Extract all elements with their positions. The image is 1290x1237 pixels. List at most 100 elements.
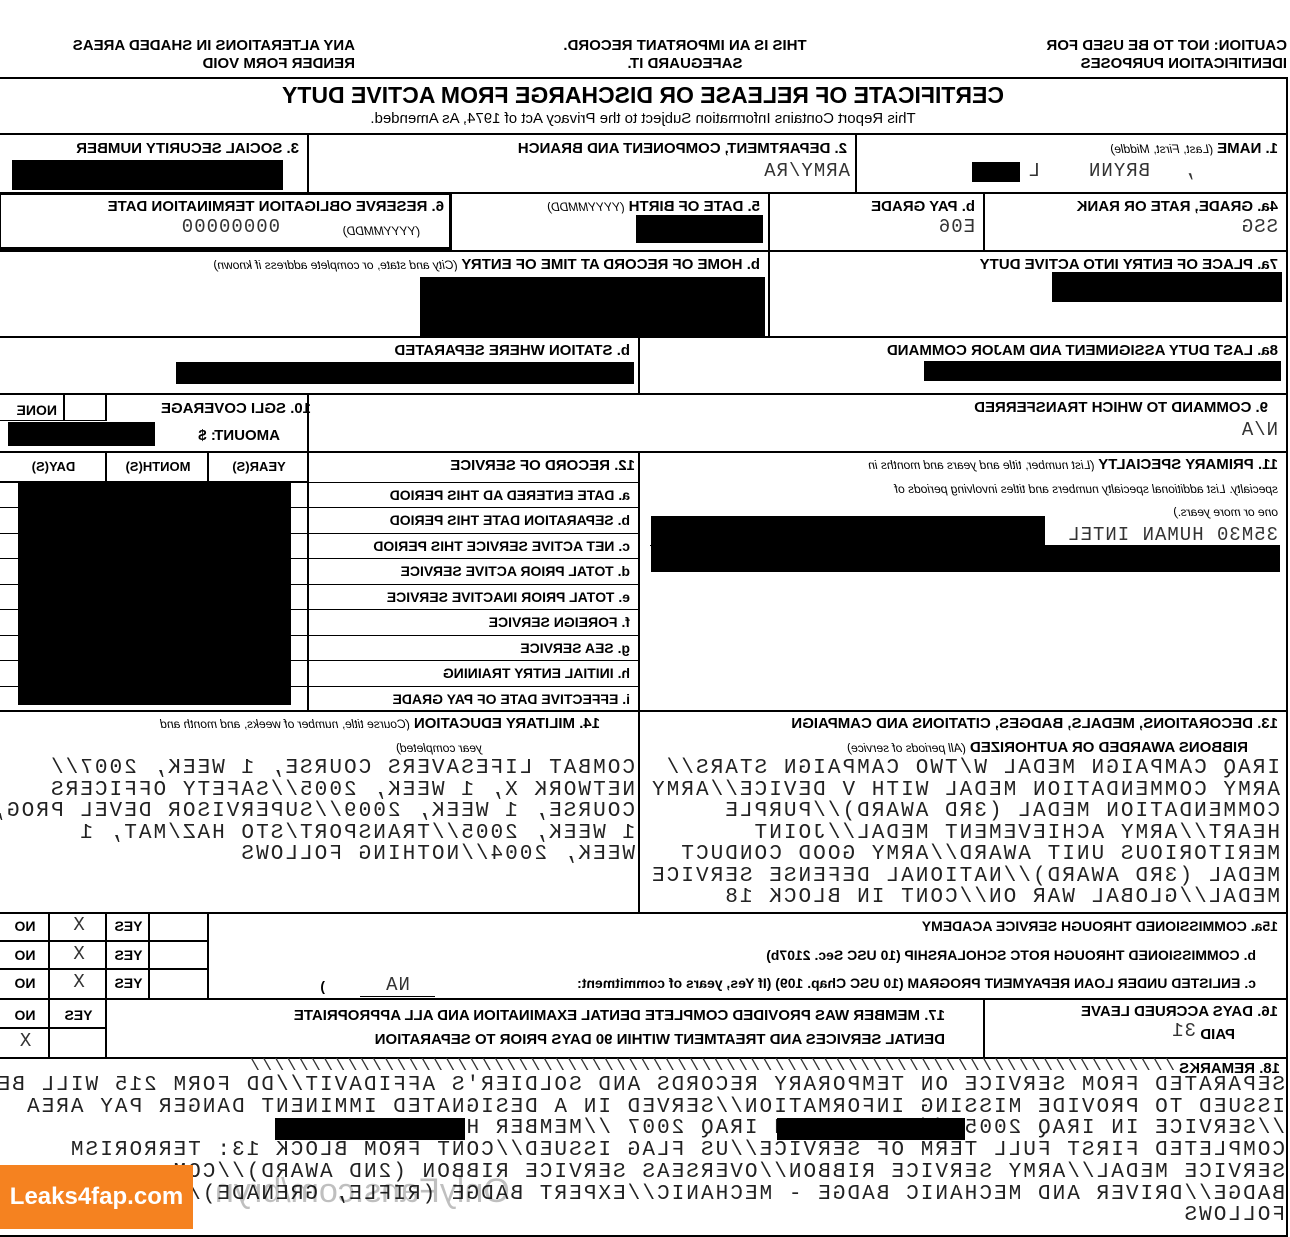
sgli-amount-label: AMOUNT: $ — [198, 427, 280, 444]
name-first: BRYNN — [1087, 160, 1150, 182]
specialty-label: 11. PRIMARY SPECIALTY (List number, titl… — [868, 456, 1278, 473]
remarks-line: COMPLETED FIRST FULL TERM OF SERVICE//US… — [68, 1139, 1285, 1163]
no-label: NO — [14, 975, 36, 992]
commitment-close: ) — [320, 978, 325, 994]
grade-label: 4a. GRADE, RATE OR RANK — [1076, 198, 1278, 215]
checkbox-mark[interactable]: X — [72, 971, 85, 994]
sgli-label: 10. SGLI COVERAGE — [160, 400, 311, 417]
record-of-service-label: 12. RECORD OF SERVICE — [450, 457, 635, 474]
redaction — [420, 277, 765, 336]
last-duty-label: 8a. LAST DUTY ASSIGNMENT AND MAJOR COMMA… — [886, 342, 1278, 359]
privacy-notice: This Report Contains Information Subject… — [370, 110, 916, 127]
service-row-label: h. INITIAL ENTRY TRAINING — [442, 665, 630, 681]
specialty-value: 35M30 HUMAN INTEL — [1067, 524, 1278, 546]
reserve-label: 6. RESERVE OBLIGATION TERMINATION DATE — [107, 198, 444, 215]
decoration-line: MEDAL//GLOBAL WAR ON//CONT IN BLOCK 18 — [723, 886, 1280, 909]
service-row-label: c. NET ACTIVE SERVICE THIS PERIOD — [373, 538, 630, 554]
service-row-label: e. TOTAL PRIOR INACTIVE SERVICE — [386, 589, 630, 605]
specialty-hint: specialty. List additional specialty num… — [894, 482, 1278, 496]
redaction — [275, 1118, 465, 1140]
redaction — [8, 422, 155, 446]
redaction — [651, 516, 1045, 546]
education-hint: year completed) — [395, 741, 482, 755]
reserve-value: 00000000 — [180, 216, 280, 238]
form-title: CERTIFICATE OF RELEASE OR DISCHARGE FROM… — [282, 82, 1004, 108]
commission-label: b. COMMISSIONED THROUGH ROTC SCHOLARSHIP… — [766, 946, 1256, 963]
education-line: NETWORK X, 1 WEEK, 2005//SAFETY OFFICERS — [48, 778, 635, 802]
dental-no: NO — [14, 1007, 36, 1023]
commitment-value: NA — [360, 974, 435, 997]
service-row-label: d. TOTAL PRIOR ACTIVE SERVICE — [400, 563, 630, 579]
remarks-line: SEPARATED FROM SERVICE ON TEMPORARY RECO… — [0, 1074, 1285, 1097]
home-of-record-label: b. HOME OF RECORD AT TIME OF ENTRY (City… — [213, 256, 760, 273]
decoration-line: IRAQ CAMPAIGN MEDAL W/TWO CAMPAIGN STARS… — [664, 757, 1280, 780]
watermark-badge: Leaks4fap.com — [0, 1165, 193, 1229]
checkbox-mark[interactable]: X — [72, 942, 85, 965]
commission-label: c. ENLISTED UNDER LOAN REPAYMENT PROGRAM… — [577, 975, 1256, 992]
no-label: NO — [14, 946, 36, 963]
caution-notice: CAUTION: NOT TO BE USED FOR IDENTIFICATIO… — [1046, 37, 1287, 72]
decoration-line: HEART//ARMY ACHIEVEMENT MEDAL//JOINT — [752, 821, 1280, 845]
redaction — [651, 545, 1280, 572]
dental-mark[interactable]: X — [18, 1030, 32, 1052]
decoration-line: ARMY COMMENDATION MEDAL WITH V DEVICE//A… — [649, 778, 1280, 802]
important-notice: THIS IS AN IMPORTANT RECORD. SAFEGUARD IT… — [563, 37, 807, 72]
pay-grade-label: b. PAY GRADE — [871, 198, 975, 215]
service-row-label: a. DATE ENTERED AD THIS PERIOD — [389, 487, 630, 503]
decorations-label-2: RIBBONS AWARDED OR AUTHORIZED (All perio… — [847, 739, 1248, 756]
yes-label: YES — [114, 918, 143, 934]
service-row-label: g. SEA SERVICE — [520, 640, 630, 656]
checkbox-mark[interactable]: X — [72, 914, 85, 936]
specialty-hint: one or more years.) — [1173, 505, 1278, 519]
redaction — [12, 160, 283, 190]
service-row-label: b. SEPARATION DATE THIS PERIOD — [389, 512, 630, 528]
yes-label: YES — [114, 975, 143, 992]
decoration-line: MEDAL (3RD AWARD)//NATIONAL DEFENSE SERV… — [649, 864, 1280, 888]
pay-grade-value: E06 — [937, 216, 975, 238]
name-label: 1. NAME (Last, First, Middle) — [1110, 140, 1278, 157]
dental-yes: YES — [64, 1007, 93, 1023]
dental-label: 17. MEMBER WAS PROVIDED COMPLETE DENTAL … — [293, 1007, 945, 1024]
alterations-notice: ANY ALTERATIONS IN SHADED AREAS RENDER FO… — [72, 37, 355, 72]
place-of-entry-label: 7a. PLACE OF ENTRY INTO ACTIVE DUTY — [979, 256, 1278, 273]
education-line: 1 WEEK, 2005//TRANSPORT/STO HAZ/MAT, 1 — [78, 821, 635, 845]
redaction — [18, 482, 291, 705]
yes-label: YES — [114, 946, 143, 963]
education-line: COMBAT LIFESAVERS COURSE, 1 WEEK, 2007// — [48, 757, 635, 780]
department-label: 2. DEPARTMENT, COMPONENT AND BRANCH — [517, 140, 847, 157]
dental-label-2: DENTAL SERVICES AND TREATMENT WITHIN 90 … — [374, 1031, 945, 1048]
col-years: YEAR(S) — [232, 459, 286, 474]
col-days: DAY(S) — [31, 459, 76, 474]
name-middle: L — [1027, 160, 1040, 182]
commission-label: 15a. COMMISSIONED THROUGH SERVICE ACADEM… — [921, 918, 1278, 934]
watermark-overlay: OnlyFans.com/bryn — [215, 1172, 510, 1210]
command-transferred-label: 9. COMMAND TO WHICH TRANSFERRED — [974, 399, 1268, 416]
dob-label: 5. DATE OF BIRTH (YYYYMMDD) — [547, 198, 760, 215]
redaction — [636, 215, 763, 243]
reserve-hint: (YYYYMMDD) — [342, 224, 420, 238]
redaction — [1052, 272, 1282, 302]
redaction — [972, 162, 1020, 182]
grade-value: SSG — [1240, 216, 1278, 238]
name-comma: , — [1182, 160, 1195, 182]
redaction — [777, 1118, 965, 1140]
education-line: WEEK, 2004//NOTHING FOLLOWS — [239, 843, 635, 866]
education-label: 14. MILITARY EDUCATION (Course title, nu… — [160, 715, 600, 732]
decorations-label: 13. DECORATIONS, MEDALS, BADGES, CITATIO… — [791, 715, 1278, 732]
service-row-label: i. EFFECTIVE DATE OF PAY GRADE — [392, 691, 630, 707]
decoration-line: MERITORIOUS UNIT AWARD//ARMY GOOD CONDUC… — [679, 843, 1280, 866]
decoration-line: COMMENDATION MEDAL (3RD AWARD)//PURPLE — [723, 800, 1280, 823]
no-label: NO — [14, 918, 36, 934]
remarks-line: FOLLOWS — [1182, 1204, 1285, 1228]
leave-value: 31 — [1171, 1020, 1196, 1042]
leave-label: 16. DAYS ACCRUED LEAVE — [1081, 1003, 1278, 1020]
redaction — [924, 361, 1281, 381]
service-row-label: f. FOREIGN SERVICE — [488, 614, 630, 630]
education-line: COURSE, 1 WEEK, 2009//SUPERVISOR DEVEL P… — [0, 800, 635, 823]
command-transferred-value: N/A — [1240, 419, 1278, 441]
leave-paid-label: PAID — [1200, 1026, 1235, 1043]
col-months: MONTH(S) — [125, 459, 191, 474]
remarks-line: ISSUED TO PROVIDE MISSING INFORMATION//S… — [24, 1095, 1285, 1119]
department-value: ARMY/RA — [763, 160, 850, 182]
